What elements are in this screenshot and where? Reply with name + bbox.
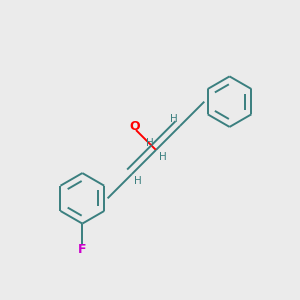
Text: H: H xyxy=(146,139,153,148)
Text: H: H xyxy=(134,176,142,186)
Text: H: H xyxy=(170,114,178,124)
Text: F: F xyxy=(78,243,87,256)
Text: H: H xyxy=(159,152,166,161)
Text: O: O xyxy=(129,120,140,133)
